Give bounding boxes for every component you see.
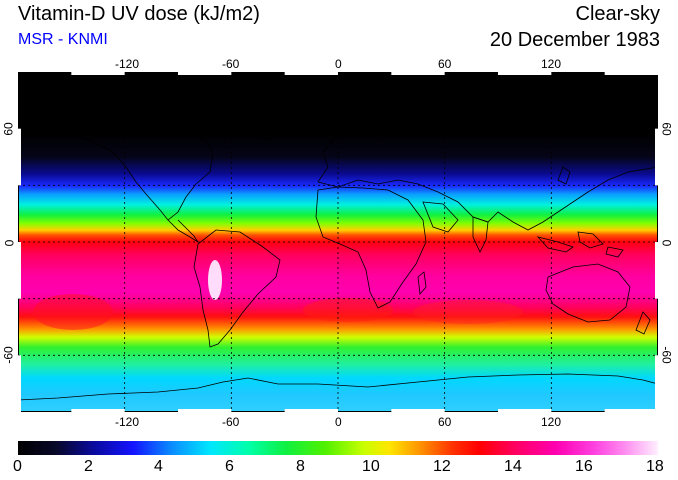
lon-tick-bottom-4: 60	[438, 415, 452, 429]
lat-tick-right-3: -60	[659, 346, 674, 364]
colorbar	[18, 441, 658, 455]
sky-condition: Clear-sky	[575, 3, 660, 25]
lon-tick-top-5: 120	[541, 57, 562, 71]
lon-tick-top-2: -60	[222, 57, 240, 71]
colorbar-label-6: 6	[225, 458, 234, 475]
indian-low-patch	[413, 300, 523, 324]
colorbar-label-8: 8	[296, 458, 305, 475]
lon-tick-top-4: 60	[438, 57, 452, 71]
map-date: 20 December 1983	[489, 29, 660, 51]
frame-ticks	[18, 72, 658, 412]
coastlines	[18, 89, 658, 401]
lon-tick-bottom-1: -120	[115, 415, 140, 429]
uv-dose-map	[18, 72, 658, 412]
colorbar-label-14: 14	[504, 458, 522, 475]
colorbar-label-0: 0	[13, 458, 22, 475]
colorbar-label-16: 16	[575, 458, 593, 475]
map-title: Vitamin-D UV dose (kJ/m2)	[18, 3, 260, 25]
lat-tick-right-2: 0	[659, 239, 674, 247]
lon-tick-bottom-3: 0	[335, 415, 342, 429]
colorbar-label-4: 4	[154, 458, 163, 475]
andes-high-dose	[208, 260, 222, 300]
lon-tick-top-3: 0	[335, 57, 342, 71]
lat-tick-left-3: -60	[1, 346, 16, 364]
lat-tick-right-1: 60	[659, 122, 674, 136]
graticule	[18, 72, 658, 412]
map-source: MSR - KNMI	[18, 31, 108, 48]
colorbar-label-2: 2	[84, 458, 93, 475]
pacific-low-patch	[33, 294, 113, 330]
lon-tick-bottom-2: -60	[222, 415, 240, 429]
lon-tick-top-1: -120	[115, 57, 140, 71]
colorbar-label-18: 18	[646, 458, 664, 475]
lat-tick-left-1: 60	[1, 122, 16, 136]
colorbar-label-12: 12	[433, 458, 451, 475]
lon-tick-bottom-5: 120	[541, 415, 562, 429]
colorbar-label-10: 10	[362, 458, 380, 475]
atlantic-low-patch	[303, 298, 393, 322]
lat-tick-left-2: 0	[2, 239, 17, 247]
